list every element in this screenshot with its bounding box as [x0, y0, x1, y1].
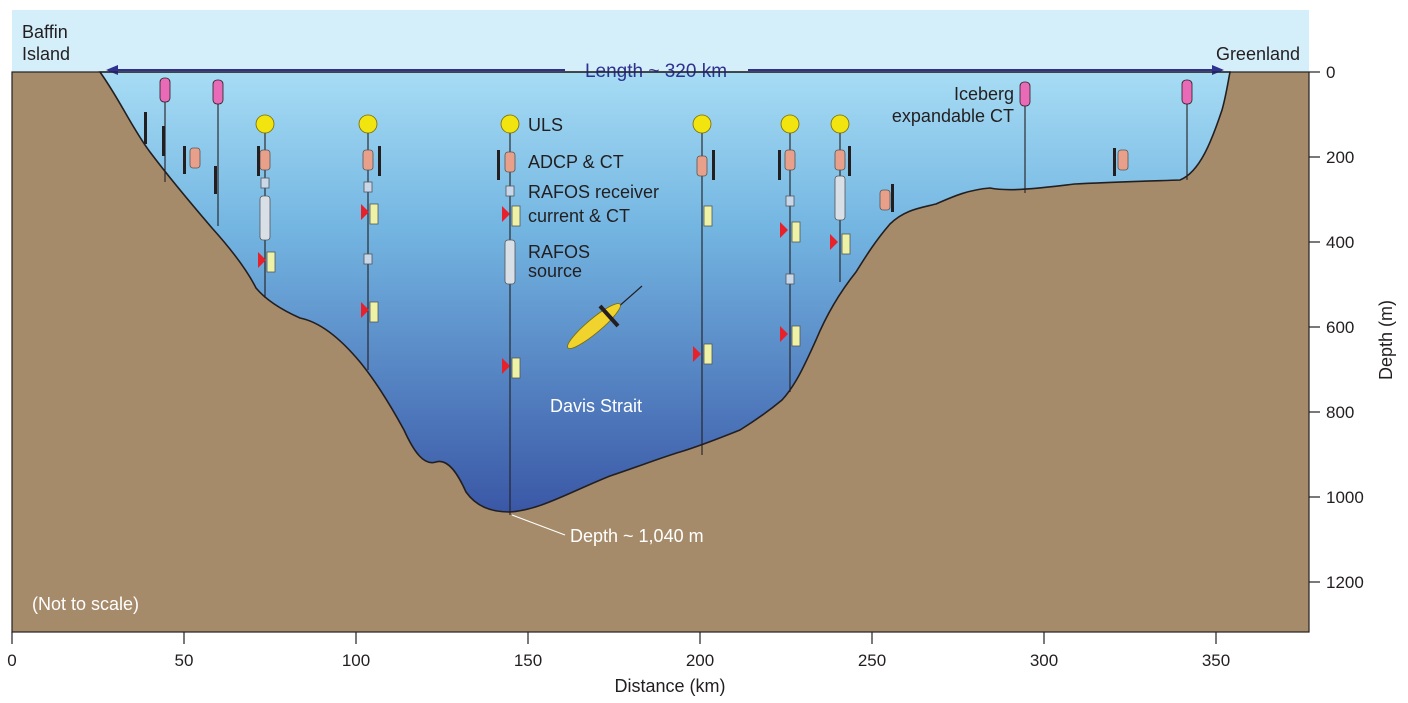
water-body — [98, 71, 1231, 513]
iceberg-label-line1: Iceberg — [954, 84, 1014, 104]
x-tick-200: 200 — [686, 651, 714, 670]
y-tick-1200: 1200 — [1326, 573, 1364, 592]
y-tick-400: 400 — [1326, 233, 1354, 252]
max-depth-label: Depth ~ 1,040 m — [570, 526, 704, 546]
legend-current-ct: current & CT — [528, 206, 630, 226]
plot-frame — [11, 71, 1310, 633]
strait-label: Davis Strait — [550, 396, 642, 416]
greenland-label: Greenland — [1216, 44, 1300, 64]
y-axis — [1309, 71, 1320, 583]
y-tick-800: 800 — [1326, 403, 1354, 422]
x-tick-300: 300 — [1030, 651, 1058, 670]
y-tick-0: 0 — [1326, 63, 1335, 82]
legend-uls: ULS — [528, 115, 563, 135]
ct-sensors — [144, 112, 1116, 212]
y-tick-200: 200 — [1326, 148, 1354, 167]
rafos-sources — [259, 175, 846, 285]
rafos-receivers — [260, 177, 795, 285]
sky-band — [12, 10, 1309, 72]
baffin-label-line2: Island — [22, 44, 70, 64]
x-tick-100: 100 — [342, 651, 370, 670]
depth-leader-line — [511, 514, 566, 536]
glider-icon — [567, 285, 643, 349]
legend-adcp: ADCP & CT — [528, 152, 624, 172]
x-tick-50: 50 — [175, 651, 194, 670]
current-meters — [258, 203, 851, 379]
legend-rafos-source-line2: source — [528, 261, 582, 281]
iceberg-label-line2: expandable CT — [892, 106, 1014, 126]
legend-rafos-receiver: RAFOS receiver — [528, 182, 659, 202]
x-tick-0: 0 — [7, 651, 16, 670]
x-tick-350: 350 — [1202, 651, 1230, 670]
x-axis — [11, 632, 1217, 644]
not-to-scale-label: (Not to scale) — [32, 594, 139, 614]
y-tick-600: 600 — [1326, 318, 1354, 337]
baffin-label-line1: Baffin — [22, 22, 68, 42]
y-axis-title: Depth (m) — [1376, 300, 1396, 380]
mooring-lines — [164, 90, 1188, 515]
iceberg-ct-floats — [159, 77, 1193, 107]
x-tick-150: 150 — [514, 651, 542, 670]
x-tick-250: 250 — [858, 651, 886, 670]
y-tick-1000: 1000 — [1326, 488, 1364, 507]
uls-floats — [255, 114, 850, 134]
legend-rafos-source-line1: RAFOS — [528, 242, 590, 262]
adcp-instruments — [189, 147, 1129, 211]
x-axis-title: Distance (km) — [614, 676, 725, 696]
